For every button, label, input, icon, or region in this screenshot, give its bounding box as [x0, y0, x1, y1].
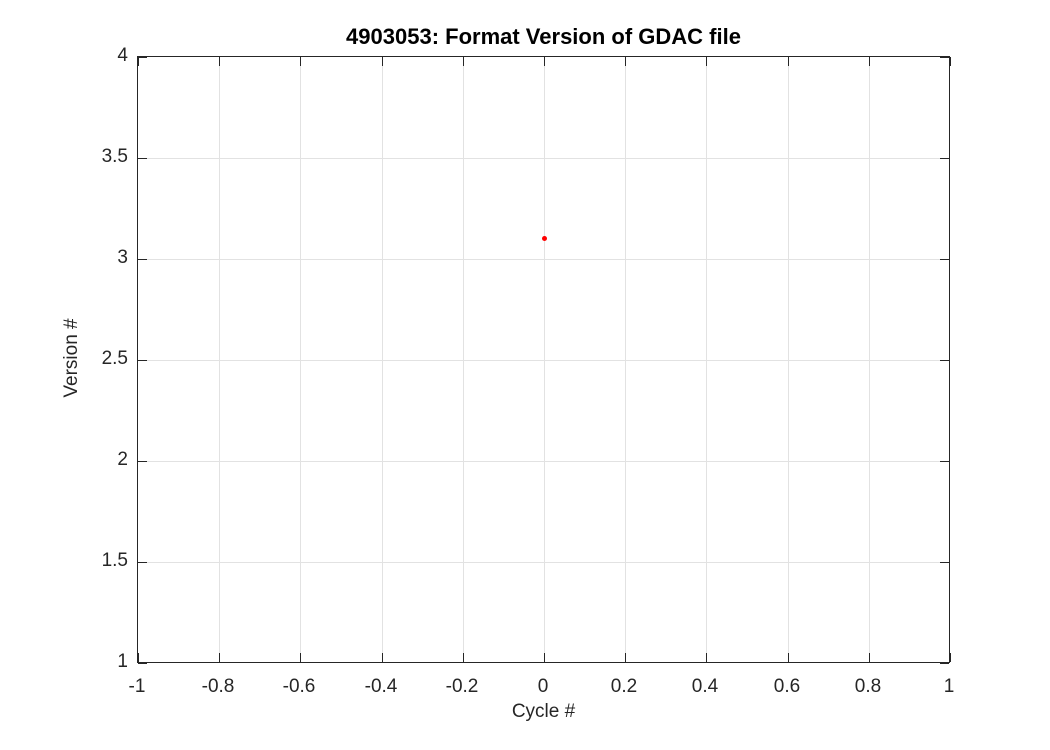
x-gridline: [706, 57, 707, 662]
x-tick-mark: [544, 653, 545, 662]
x-tick-label: 0.2: [610, 676, 638, 697]
x-tick-label: -0.4: [364, 676, 398, 697]
x-tick-mark: [138, 653, 139, 662]
y-tick-mark: [138, 461, 147, 462]
y-tick-mark: [940, 57, 949, 58]
y-tick-mark: [138, 57, 147, 58]
x-tick-mark: [382, 653, 383, 662]
y-gridline: [138, 562, 949, 563]
x-tick-mark: [219, 57, 220, 66]
y-tick-label: 3.5: [101, 146, 128, 167]
y-tick-mark: [138, 360, 147, 361]
x-gridline: [625, 57, 626, 662]
x-gridline: [869, 57, 870, 662]
y-tick-label: 1: [117, 651, 128, 672]
y-tick-label: 4: [117, 45, 128, 66]
y-tick-label: 3: [117, 247, 128, 268]
x-tick-mark: [300, 57, 301, 66]
y-tick-mark: [940, 663, 949, 664]
chart-title: 4903053: Format Version of GDAC file: [346, 24, 741, 49]
x-tick-mark: [300, 653, 301, 662]
y-gridline: [138, 360, 949, 361]
x-tick-label: -0.2: [445, 676, 479, 697]
y-tick-mark: [940, 562, 949, 563]
x-gridline: [300, 57, 301, 662]
x-tick-label: -0.8: [201, 676, 235, 697]
y-tick-mark: [138, 663, 147, 664]
x-tick-mark: [950, 653, 951, 662]
x-tick-mark: [869, 57, 870, 66]
x-gridline: [219, 57, 220, 662]
y-gridline: [138, 259, 949, 260]
y-axis-label: Version #: [61, 318, 82, 398]
x-gridline: [382, 57, 383, 662]
y-tick-label: 2: [117, 449, 128, 470]
y-gridline: [138, 461, 949, 462]
x-tick-mark: [869, 653, 870, 662]
x-tick-mark: [463, 653, 464, 662]
y-tick-mark: [940, 461, 949, 462]
x-tick-label: 0: [537, 676, 549, 697]
x-tick-mark: [706, 57, 707, 66]
x-tick-label: 1: [943, 676, 955, 697]
y-tick-label: 2.5: [101, 348, 128, 369]
plot-area: [137, 56, 951, 664]
y-gridline: [138, 158, 949, 159]
x-tick-mark: [950, 57, 951, 66]
x-tick-label: 0.4: [691, 676, 719, 697]
y-tick-mark: [940, 360, 949, 361]
x-tick-mark: [382, 57, 383, 66]
x-tick-mark: [138, 57, 139, 66]
x-axis-label: Cycle #: [511, 701, 576, 722]
x-tick-label: -0.6: [282, 676, 316, 697]
x-tick-mark: [788, 57, 789, 66]
y-tick-mark: [138, 562, 147, 563]
x-gridline: [788, 57, 789, 662]
y-tick-mark: [138, 259, 147, 260]
data-point: [541, 236, 547, 242]
x-tick-label: -1: [128, 676, 146, 697]
x-tick-mark: [625, 653, 626, 662]
x-tick-label: 0.6: [773, 676, 801, 697]
y-tick-mark: [138, 158, 147, 159]
x-tick-mark: [219, 653, 220, 662]
x-tick-mark: [788, 653, 789, 662]
x-tick-mark: [706, 653, 707, 662]
x-tick-mark: [463, 57, 464, 66]
x-gridline: [463, 57, 464, 662]
y-tick-label: 1.5: [101, 550, 128, 571]
x-tick-mark: [625, 57, 626, 66]
y-tick-mark: [940, 259, 949, 260]
x-tick-label: 0.8: [854, 676, 882, 697]
x-gridline: [544, 57, 545, 662]
y-tick-mark: [940, 158, 949, 159]
x-tick-mark: [544, 57, 545, 66]
